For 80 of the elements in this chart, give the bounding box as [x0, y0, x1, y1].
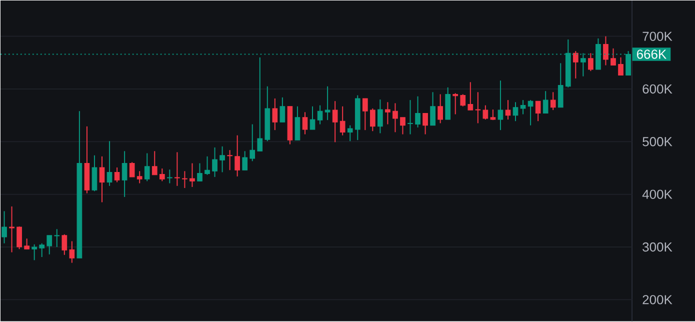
candlestick: [272, 98, 278, 131]
candlestick: [392, 102, 398, 133]
candlestick: [16, 226, 22, 250]
candlestick: [280, 97, 286, 123]
candlestick: [122, 150, 128, 198]
candlestick: [62, 234, 68, 256]
candlestick: [294, 106, 300, 141]
candlestick: [234, 134, 240, 178]
candlestick: [528, 100, 534, 126]
candlestick: [430, 92, 436, 126]
candlestick: [370, 108, 376, 132]
candlestick: [400, 117, 406, 135]
candlestick: [2, 210, 7, 244]
ref-line-label: 666K: [636, 50, 666, 59]
candlestick: [242, 150, 248, 171]
candlestick: [475, 92, 481, 124]
candlestick: [618, 56, 624, 76]
candlestick: [92, 154, 98, 192]
candlestick: [174, 152, 180, 187]
candlestick: [520, 100, 526, 115]
candlestick: [54, 228, 60, 248]
y-tick-label: 200K: [642, 295, 672, 304]
candlestick: [114, 167, 120, 183]
candlestick: [257, 56, 263, 152]
candlestick: [460, 94, 466, 107]
candlestick: [324, 86, 330, 121]
y-tick-label: 700K: [642, 32, 672, 42]
candlestick: [362, 98, 368, 131]
candlestick: [482, 104, 488, 120]
candlestick: [159, 168, 165, 182]
candlestick: [190, 162, 195, 188]
candlestick: [603, 36, 608, 66]
candlestick: [415, 96, 420, 128]
candlestick: [332, 100, 338, 143]
candlestick: [422, 112, 428, 135]
candlestick: [39, 242, 45, 258]
candlestick: [166, 169, 172, 184]
candlestick: [99, 156, 105, 203]
candlestick: [182, 170, 188, 189]
candlestick: [152, 150, 158, 176]
y-tick-label: 400K: [642, 190, 672, 200]
candlestick: [317, 104, 323, 125]
candlestick: [220, 146, 225, 173]
candlestick: [610, 48, 616, 66]
candlestick: [512, 102, 518, 122]
candlestick: [385, 102, 390, 125]
candlestick: [9, 206, 14, 253]
candlestick: [106, 140, 112, 187]
candlestick: [212, 147, 218, 178]
candlestick: [542, 90, 548, 114]
candlestick: [468, 82, 474, 111]
candlestick: [46, 235, 52, 255]
candlestick: [69, 240, 75, 264]
candlestick: [408, 100, 413, 135]
candlestick: [452, 92, 458, 115]
y-tick-label: 500K: [642, 137, 672, 146]
candlestick: [24, 238, 30, 250]
candlestick: [498, 80, 504, 131]
candlestick: [438, 94, 444, 124]
candlestick: [204, 156, 210, 176]
candlestick: [197, 162, 202, 182]
candlestick: [505, 100, 511, 120]
candlestick: [572, 50, 578, 80]
candlestick: [310, 106, 316, 130]
candlestick: [378, 99, 383, 134]
candlestick: [144, 152, 150, 182]
candlestick: [558, 62, 564, 108]
candlestick: [588, 52, 594, 72]
candlestick: [340, 106, 346, 136]
candlestick: [535, 100, 541, 122]
y-tick-label: 600K: [642, 84, 672, 94]
candlestick: [550, 92, 556, 111]
candlestick: [302, 112, 308, 135]
candlestick: [227, 150, 232, 171]
candlestick: [136, 170, 142, 184]
candlestick: [32, 244, 38, 261]
candlestick: [347, 124, 353, 142]
candlestick: [129, 162, 135, 178]
y-tick-label: 300K: [642, 242, 672, 252]
candlestick: [250, 124, 256, 162]
